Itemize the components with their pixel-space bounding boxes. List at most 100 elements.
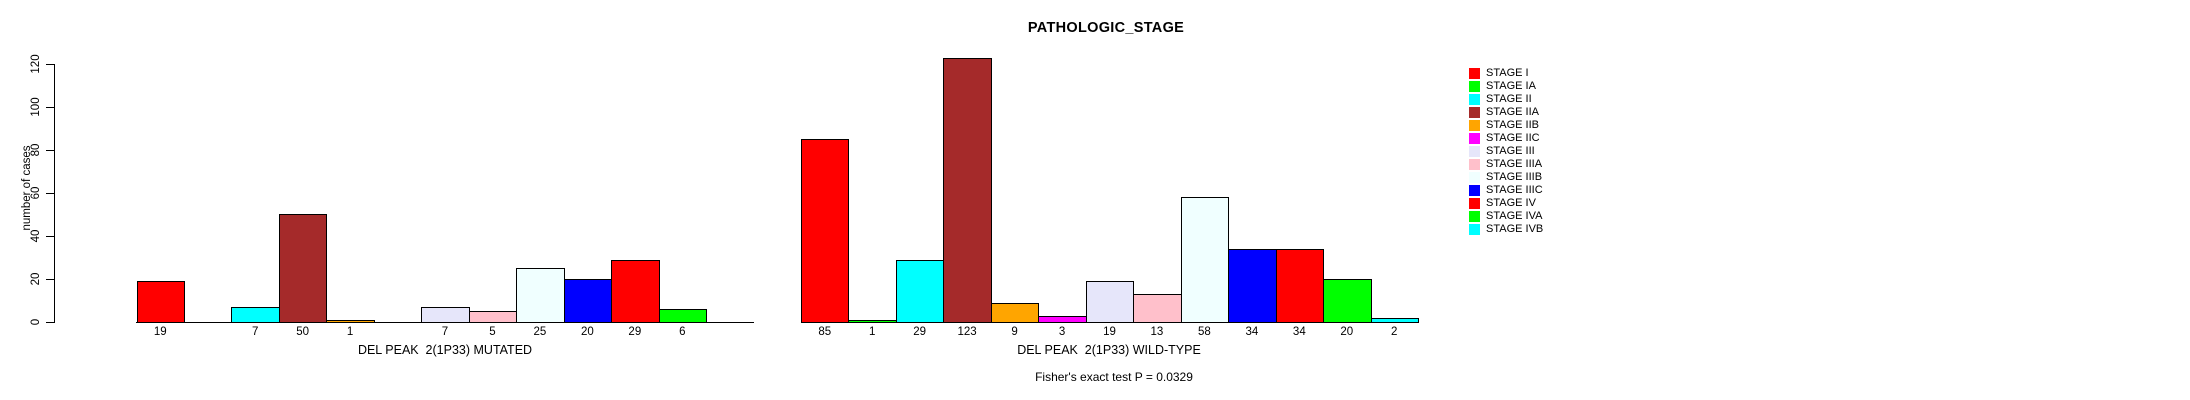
legend-item-label: STAGE II [1486, 93, 1532, 105]
legend-item-label: STAGE IIIC [1486, 184, 1543, 196]
bar-stage-iia-del-peak-2-1p33-mutated [279, 214, 327, 323]
bar-value-label: 1 [346, 326, 354, 338]
y-axis-label: number of cases [21, 145, 33, 231]
legend-color-swatch [1469, 210, 1480, 222]
bar-stage-iiia-del-peak-2-1p33-wild-type [1133, 294, 1182, 323]
bar-stage-iib-del-peak-2-1p33-mutated [326, 320, 375, 323]
bar-stage-iib-del-peak-2-1p33-wild-type [991, 303, 1039, 323]
y-tick-mark [46, 150, 54, 151]
legend-item-stage-ii: STAGE II [1469, 93, 1532, 105]
chart-title: PATHOLOGIC_STAGE [1027, 20, 1185, 36]
y-tick-label: 20 [30, 272, 42, 286]
bar-value-label: 3 [1058, 326, 1066, 338]
bar-stage-iiic-del-peak-2-1p33-wild-type [1228, 249, 1277, 323]
legend-item-label: STAGE III [1486, 145, 1535, 157]
bar-stage-iva-del-peak-2-1p33-mutated [659, 309, 707, 323]
legend-item-stage-i: STAGE I [1469, 67, 1529, 79]
y-tick-mark [46, 107, 54, 108]
bar-value-label: 85 [818, 326, 832, 338]
legend-color-swatch [1469, 93, 1480, 105]
bar-stage-iii-del-peak-2-1p33-wild-type [1086, 281, 1134, 323]
bar-stage-ii-del-peak-2-1p33-mutated [231, 307, 280, 323]
legend-item-label: STAGE IV [1486, 197, 1536, 209]
y-tick-mark [46, 64, 54, 65]
bar-stage-iiic-del-peak-2-1p33-mutated [564, 279, 612, 323]
legend-item-stage-iiic: STAGE IIIC [1469, 184, 1543, 196]
bar-value-label: 20 [1340, 326, 1354, 338]
bar-stage-iic-del-peak-2-1p33-wild-type [1038, 316, 1087, 323]
y-tick-label: 120 [30, 54, 42, 74]
bar-stage-iiia-del-peak-2-1p33-mutated [469, 311, 517, 323]
legend-item-label: STAGE IIC [1486, 132, 1540, 144]
bar-value-label: 20 [580, 326, 594, 338]
bar-value-label: 9 [1011, 326, 1018, 338]
bar-stage-iia-del-peak-2-1p33-wild-type [943, 58, 992, 323]
legend-item-stage-iiia: STAGE IIIA [1469, 158, 1542, 170]
y-tick-label: 100 [30, 97, 42, 117]
bar-value-label: 29 [628, 326, 642, 338]
y-tick-label: 0 [30, 318, 42, 326]
bar-value-label: 6 [679, 326, 686, 338]
legend-item-label: STAGE IVA [1486, 210, 1543, 222]
y-tick-mark [46, 322, 54, 323]
legend-item-stage-iva: STAGE IVA [1469, 210, 1542, 222]
bar-stage-ivb-del-peak-2-1p33-wild-type [1371, 318, 1419, 323]
bar-value-label: 29 [913, 326, 927, 338]
bar-value-label: 19 [153, 326, 167, 338]
legend-color-swatch [1469, 184, 1480, 196]
fisher-test-annotation: Fisher's exact test P = 0.0329 [1035, 370, 1193, 384]
y-tick-mark [46, 279, 54, 280]
bar-value-label: 34 [1245, 326, 1259, 338]
legend-item-stage-ia: STAGE IA [1469, 80, 1536, 92]
bar-stage-iiib-del-peak-2-1p33-wild-type [1181, 197, 1229, 323]
bar-stage-i-del-peak-2-1p33-wild-type [801, 139, 849, 323]
bar-value-label: 34 [1292, 326, 1306, 338]
legend-color-swatch [1469, 171, 1480, 183]
bar-value-label: 25 [533, 326, 547, 338]
legend-color-swatch [1469, 80, 1480, 92]
legend-color-swatch [1469, 106, 1480, 118]
bar-stage-iiib-del-peak-2-1p33-mutated [516, 268, 565, 323]
legend-item-label: STAGE I [1486, 67, 1529, 79]
bar-value-label: 50 [296, 326, 310, 338]
legend-color-swatch [1469, 197, 1480, 209]
legend-item-label: STAGE IIA [1486, 106, 1539, 118]
bar-stage-iv-del-peak-2-1p33-wild-type [1276, 249, 1324, 323]
bar-value-label: 13 [1150, 326, 1164, 338]
legend-item-stage-iv: STAGE IV [1469, 197, 1536, 209]
legend-item-label: STAGE IIIA [1486, 158, 1543, 170]
legend-item-label: STAGE IVB [1486, 223, 1544, 235]
y-tick-mark [46, 193, 54, 194]
legend-color-swatch [1469, 158, 1480, 170]
bar-value-label: 7 [251, 326, 259, 338]
bar-value-label: 1 [868, 326, 876, 338]
y-tick-label: 40 [30, 229, 42, 243]
bar-stage-iv-del-peak-2-1p33-mutated [611, 260, 660, 323]
legend-color-swatch [1469, 223, 1480, 235]
x-axis-label-mutated: DEL PEAK 2(1P33) MUTATED [357, 343, 533, 357]
bar-stage-i-del-peak-2-1p33-mutated [137, 281, 185, 323]
bar-stage-ii-del-peak-2-1p33-wild-type [896, 260, 944, 323]
legend-item-label: STAGE IIIB [1486, 171, 1543, 183]
bar-stage-iii-del-peak-2-1p33-mutated [421, 307, 470, 323]
legend-color-swatch [1469, 119, 1480, 131]
bar-value-label: 2 [1391, 326, 1398, 338]
legend-color-swatch [1469, 145, 1480, 157]
bar-value-label: 5 [489, 326, 496, 338]
bar-stage-iva-del-peak-2-1p33-wild-type [1323, 279, 1372, 323]
legend-item-label: STAGE IIB [1486, 119, 1539, 131]
legend-color-swatch [1469, 67, 1480, 79]
x-axis-label-wild-type: DEL PEAK 2(1P33) WILD-TYPE [1017, 343, 1201, 357]
legend-item-stage-iia: STAGE IIA [1469, 106, 1539, 118]
legend-item-stage-ivb: STAGE IVB [1469, 223, 1543, 235]
legend-item-stage-iib: STAGE IIB [1469, 119, 1539, 131]
y-tick-mark [46, 236, 54, 237]
legend-color-swatch [1469, 132, 1480, 144]
bar-value-label: 19 [1103, 326, 1116, 338]
bar-value-label: 58 [1198, 326, 1211, 338]
bar-value-label: 123 [957, 326, 977, 338]
y-axis-line [54, 64, 55, 323]
bar-value-label: 7 [441, 326, 449, 338]
legend-item-stage-iic: STAGE IIC [1469, 132, 1540, 144]
